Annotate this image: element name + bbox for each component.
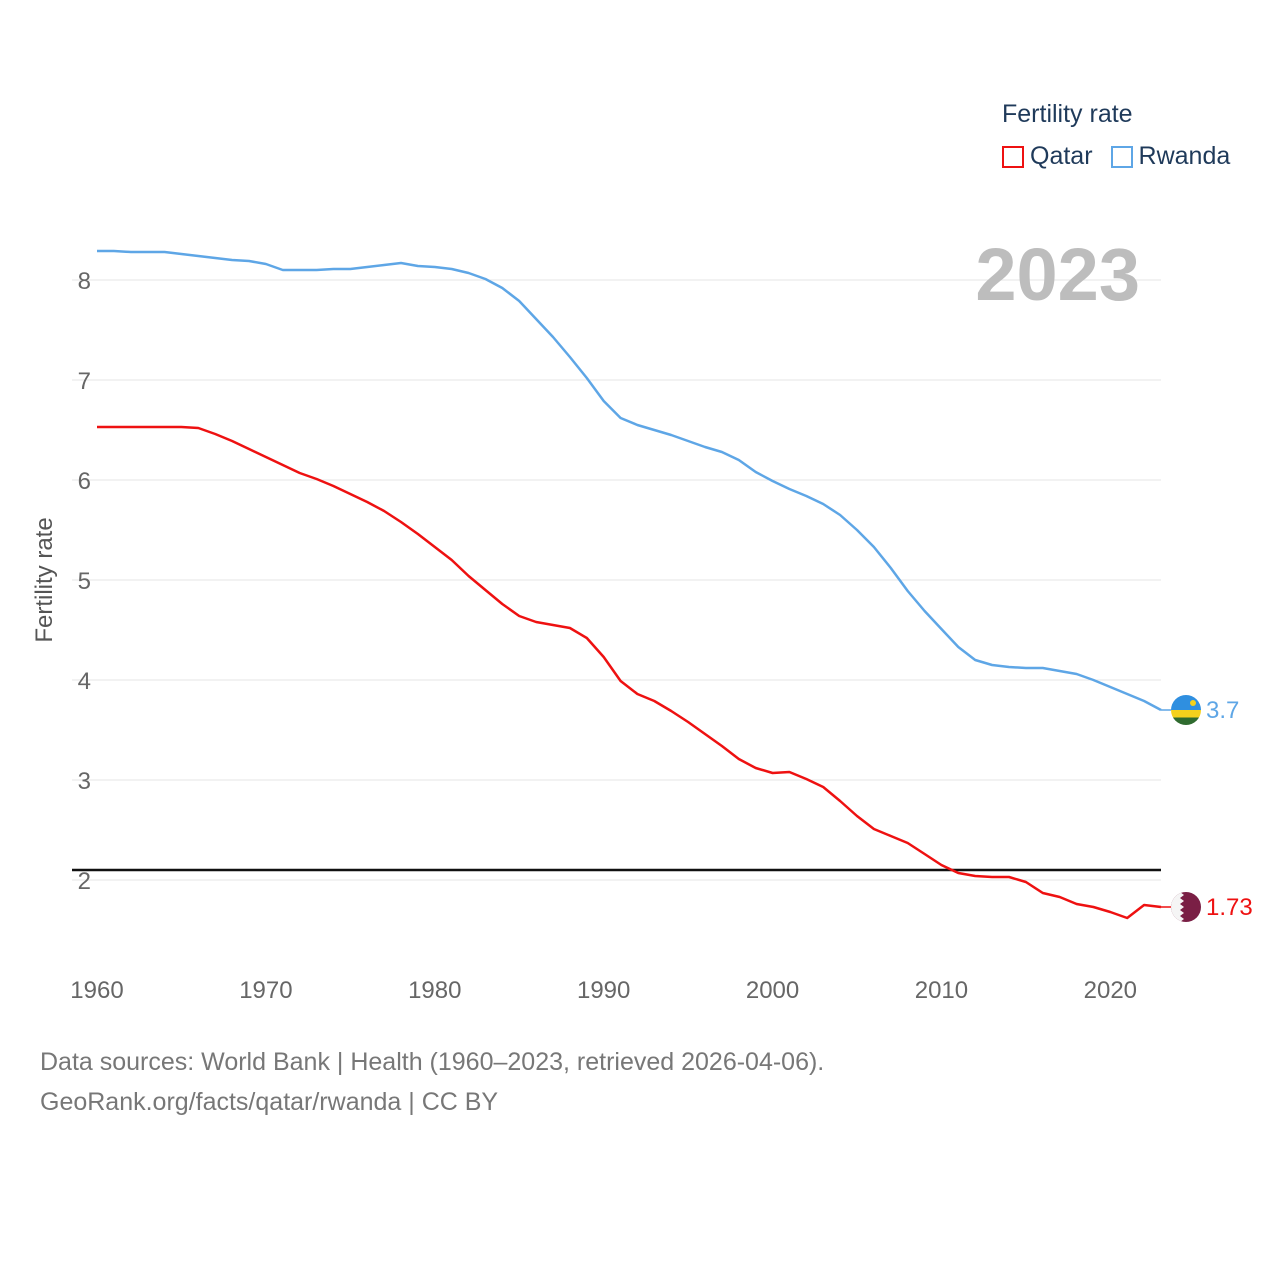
x-tick-2010: 2010 [915,977,968,1004]
series-lines [97,249,1162,920]
y-tick-5: 5 [78,568,91,595]
year-label: 2023 [975,233,1140,316]
x-tick-2020: 2020 [1084,977,1137,1004]
x-axis-ticks: 1960 1970 1980 1990 2000 2010 2020 [70,977,1137,1004]
rwanda-end-label: 3.7 [1206,697,1239,724]
y-axis-ticks: 2 3 4 5 6 7 8 [78,268,91,895]
x-tick-1960: 1960 [70,977,123,1004]
legend-label-rwanda: Rwanda [1138,142,1231,170]
end-markers: 3.7 1.73 [1161,695,1253,922]
x-tick-2000: 2000 [746,977,799,1004]
legend-swatch-qatar [1002,145,1024,168]
legend-item-rwanda[interactable]: Rwanda [1110,142,1231,171]
rwanda-flag-icon [1171,695,1201,725]
y-tick-8: 8 [78,268,91,295]
y-tick-6: 6 [78,468,91,495]
y-axis-label: Fertility rate [31,517,58,642]
y-tick-4: 4 [78,668,91,695]
series-line-qatar [97,425,1162,920]
qatar-flag-icon [1171,892,1201,922]
legend: Qatar Rwanda [1002,142,1248,171]
qatar-end-label: 1.73 [1206,894,1253,921]
source-line-1: Data sources: World Bank | Health (1960–… [40,1048,825,1076]
source-note: Data sources: World Bank | Health (1960–… [40,1042,824,1122]
x-tick-1970: 1970 [239,977,292,1004]
y-tick-3: 3 [78,768,91,795]
source-line-2: GeoRank.org/facts/qatar/rwanda | CC BY [40,1088,499,1116]
y-tick-2: 2 [78,868,91,895]
legend-swatch-rwanda [1110,145,1133,168]
y-tick-7: 7 [78,368,91,395]
legend-item-qatar[interactable]: Qatar [1002,142,1093,171]
gridlines [72,279,1161,881]
x-tick-1990: 1990 [577,977,630,1004]
legend-title: Fertility rate [1002,100,1133,128]
series-line-rwanda [97,249,1162,712]
x-tick-1980: 1980 [408,977,461,1004]
legend-label-qatar: Qatar [1030,142,1093,170]
